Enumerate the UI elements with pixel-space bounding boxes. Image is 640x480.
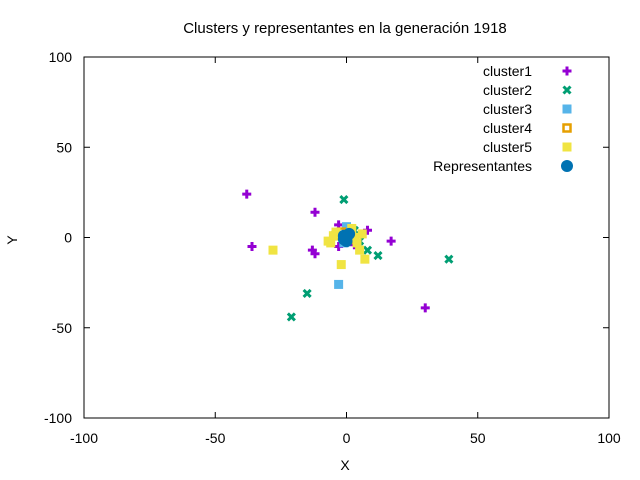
series-cluster2: [286, 195, 454, 322]
data-point: [302, 288, 312, 299]
data-points: [242, 189, 454, 322]
x-tick-label: -100: [70, 430, 98, 446]
legend-label: Representantes: [433, 158, 532, 174]
data-point: [336, 260, 346, 270]
data-point: [347, 223, 357, 233]
legend: cluster1 cluster2 cluster3 cluster4 cluster5…: [433, 63, 573, 174]
data-point: [362, 245, 373, 255]
data-point: [310, 207, 320, 217]
series-cluster5: [268, 223, 370, 270]
data-point: [386, 236, 396, 246]
y-tick-label: 100: [49, 49, 73, 65]
y-axis-label: Y: [4, 235, 20, 245]
data-point: [360, 254, 370, 264]
legend-marker: [562, 123, 572, 133]
data-point: [331, 227, 341, 237]
data-point: [247, 242, 257, 252]
y-tick-label: -50: [52, 320, 72, 336]
legend-marker: [562, 66, 572, 76]
legend-label: cluster3: [483, 101, 532, 117]
y-tick-label: -100: [44, 410, 72, 426]
x-tick-label: 100: [597, 430, 621, 446]
x-tick-label: -50: [205, 430, 225, 446]
data-point: [342, 222, 351, 232]
y-tick-label: 50: [56, 139, 72, 155]
legend-label: cluster2: [483, 82, 532, 98]
x-tick-label: 50: [470, 430, 486, 446]
data-point: [242, 189, 252, 199]
legend-label: cluster4: [483, 120, 532, 136]
data-point: [352, 238, 362, 248]
legend-marker: [562, 142, 572, 152]
data-point: [334, 279, 344, 289]
y-tick-label: 0: [64, 230, 72, 246]
legend-label: cluster1: [483, 63, 532, 79]
data-point: [268, 245, 278, 255]
data-point: [373, 250, 383, 261]
legend-marker: [561, 160, 573, 172]
series-representantes: [337, 227, 356, 248]
data-point: [349, 233, 359, 242]
data-point: [355, 245, 365, 255]
data-point: [340, 235, 353, 248]
axis-ticks: -100 -50 0 50 100 100 50 0 -50 -100: [44, 49, 621, 446]
chart-title: Clusters y representantes en la generaci…: [183, 20, 507, 37]
data-point: [357, 229, 367, 239]
data-point: [326, 238, 336, 248]
data-point: [310, 249, 320, 259]
legend-label: cluster5: [483, 139, 532, 155]
data-point: [286, 312, 296, 322]
legend-marker: [562, 85, 572, 95]
legend-marker: [562, 104, 572, 114]
x-axis-label: X: [340, 457, 350, 473]
data-point: [444, 254, 454, 264]
x-tick-label: 0: [343, 430, 351, 446]
data-point: [339, 195, 349, 205]
data-point: [420, 303, 430, 313]
